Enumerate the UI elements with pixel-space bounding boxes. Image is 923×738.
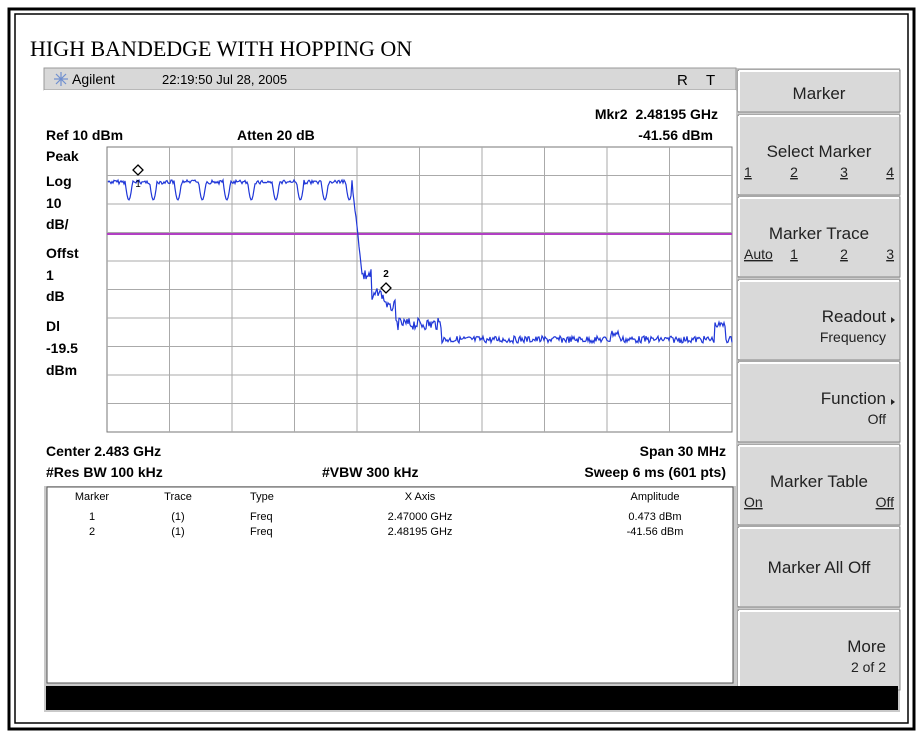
softkey[interactable]: Marker Trace Auto 1 2 3 (737, 196, 901, 278)
left-label: dB (46, 288, 65, 304)
softkey[interactable]: Function Off (737, 361, 901, 443)
left-labels: Peak Log 10 dB/Offst 1 dB Dl -19.5 dBm (46, 148, 79, 378)
frame-inner (14, 13, 909, 724)
left-label: dBm (46, 362, 77, 378)
status-bar (46, 686, 898, 710)
softkey-button[interactable] (737, 526, 901, 608)
softkey-option[interactable]: 3 (840, 164, 848, 180)
marker-1-label: 1 (135, 179, 141, 190)
softkey-value[interactable]: Frequency (820, 329, 886, 345)
softkey-button[interactable] (737, 444, 901, 526)
datetime: 22:19:50 Jul 28, 2005 (162, 72, 287, 87)
softkey-label[interactable]: More (847, 637, 886, 656)
softkey-label[interactable]: Marker Trace (769, 224, 869, 243)
softkey-label[interactable]: Readout (822, 307, 887, 326)
marker-readout-frequency: Mkr2 2.48195 GHz (595, 106, 718, 122)
softkey-button[interactable] (737, 361, 901, 443)
softkey-value[interactable]: Off (868, 411, 887, 427)
res-bw: #Res BW 100 kHz (46, 464, 163, 480)
page-title: HIGH BANDEDGE WITH HOPPING ON (30, 36, 412, 61)
marker-readout-amplitude: -41.56 dBm (638, 127, 713, 143)
left-label: -19.5 (46, 340, 78, 356)
softkey-option[interactable]: 2 (840, 246, 848, 262)
header-bar (43, 67, 737, 91)
left-label: dB/ (46, 216, 69, 232)
softkey-button[interactable] (737, 279, 901, 361)
status-t: T (706, 72, 715, 89)
softkey-label[interactable]: Function (821, 389, 886, 408)
sweep: Sweep 6 ms (601 pts) (584, 464, 726, 480)
table-cell: (1) (171, 526, 184, 538)
marker-2-label: 2 (383, 269, 389, 280)
table-cell: Freq (250, 511, 273, 523)
softkey-panel: Marker Select Marker 1 2 3 4 Marker Trace Auto 1… (737, 69, 901, 691)
softkey[interactable]: Marker (737, 69, 901, 113)
agilent-logo (54, 72, 68, 86)
left-label: Peak (46, 148, 79, 164)
softkey-button[interactable] (737, 69, 901, 113)
softkey-option[interactable]: 4 (886, 164, 894, 180)
softkey-button[interactable] (737, 196, 901, 278)
softkey-button[interactable] (737, 114, 901, 196)
frame-outer (7, 7, 916, 731)
brand: Agilent (72, 71, 115, 87)
attenuation: Atten 20 dB (237, 127, 315, 143)
softkey-option[interactable]: On (744, 494, 763, 510)
marker-table-content: Marker Trace Type X Axis Amplitude 1 (1) Freq 2.… (75, 491, 684, 538)
softkey-title[interactable]: Marker (793, 84, 846, 103)
softkey-option[interactable]: Auto (744, 246, 773, 262)
table-cell: -41.56 dBm (627, 526, 684, 538)
table-cell: (1) (171, 511, 184, 523)
table-header: Amplitude (631, 491, 680, 503)
left-label: Dl (46, 318, 60, 334)
softkey-option[interactable]: 3 (886, 246, 894, 262)
left-label: Log (46, 173, 72, 189)
marker-2-diamond (380, 282, 392, 294)
left-label: 1 (46, 267, 54, 283)
table-cell: 0.473 dBm (628, 511, 681, 523)
softkey[interactable]: Marker Table On Off (737, 444, 901, 526)
softkey-option[interactable]: 1 (744, 164, 752, 180)
softkey[interactable]: More 2 of 2 (737, 609, 901, 691)
submenu-arrow (891, 317, 895, 323)
table-cell: 2 (89, 526, 95, 538)
softkey-label[interactable]: Marker Table (770, 472, 868, 491)
submenu-arrow (891, 399, 895, 405)
table-cell: 2.48195 GHz (388, 526, 453, 538)
softkey[interactable]: Readout Frequency (737, 279, 901, 361)
softkey-label[interactable]: Marker All Off (768, 558, 871, 577)
table-header: Trace (164, 491, 192, 503)
marker-table (46, 486, 734, 684)
softkey-option[interactable]: Off (876, 494, 895, 510)
softkey[interactable]: Select Marker 1 2 3 4 (737, 114, 901, 196)
graticule (106, 146, 733, 433)
softkey-option[interactable]: 2 (790, 164, 798, 180)
center-frequency: Center 2.483 GHz (46, 443, 161, 459)
softkey[interactable]: Marker All Off (737, 526, 901, 608)
softkey-label[interactable]: Select Marker (767, 142, 872, 161)
marker-readout-value: 2.48195 GHz (636, 106, 719, 122)
left-label: Offst (46, 245, 79, 261)
table-header: Type (250, 491, 274, 503)
left-label: 10 (46, 195, 62, 211)
marker-1-diamond (132, 164, 144, 176)
softkey-option[interactable]: 1 (790, 246, 798, 262)
trace (107, 178, 733, 345)
ref-level: Ref 10 dBm (46, 127, 123, 143)
vbw: #VBW 300 kHz (322, 464, 418, 480)
span: Span 30 MHz (640, 443, 726, 459)
softkey-value[interactable]: 2 of 2 (851, 659, 886, 675)
table-cell: Freq (250, 526, 273, 538)
table-header: X Axis (405, 491, 436, 503)
table-cell: 1 (89, 511, 95, 523)
table-header: Marker (75, 491, 110, 503)
status-r: R (677, 72, 688, 89)
marker-readout-label: Mkr2 (595, 106, 628, 122)
table-cell: 2.47000 GHz (388, 511, 453, 523)
